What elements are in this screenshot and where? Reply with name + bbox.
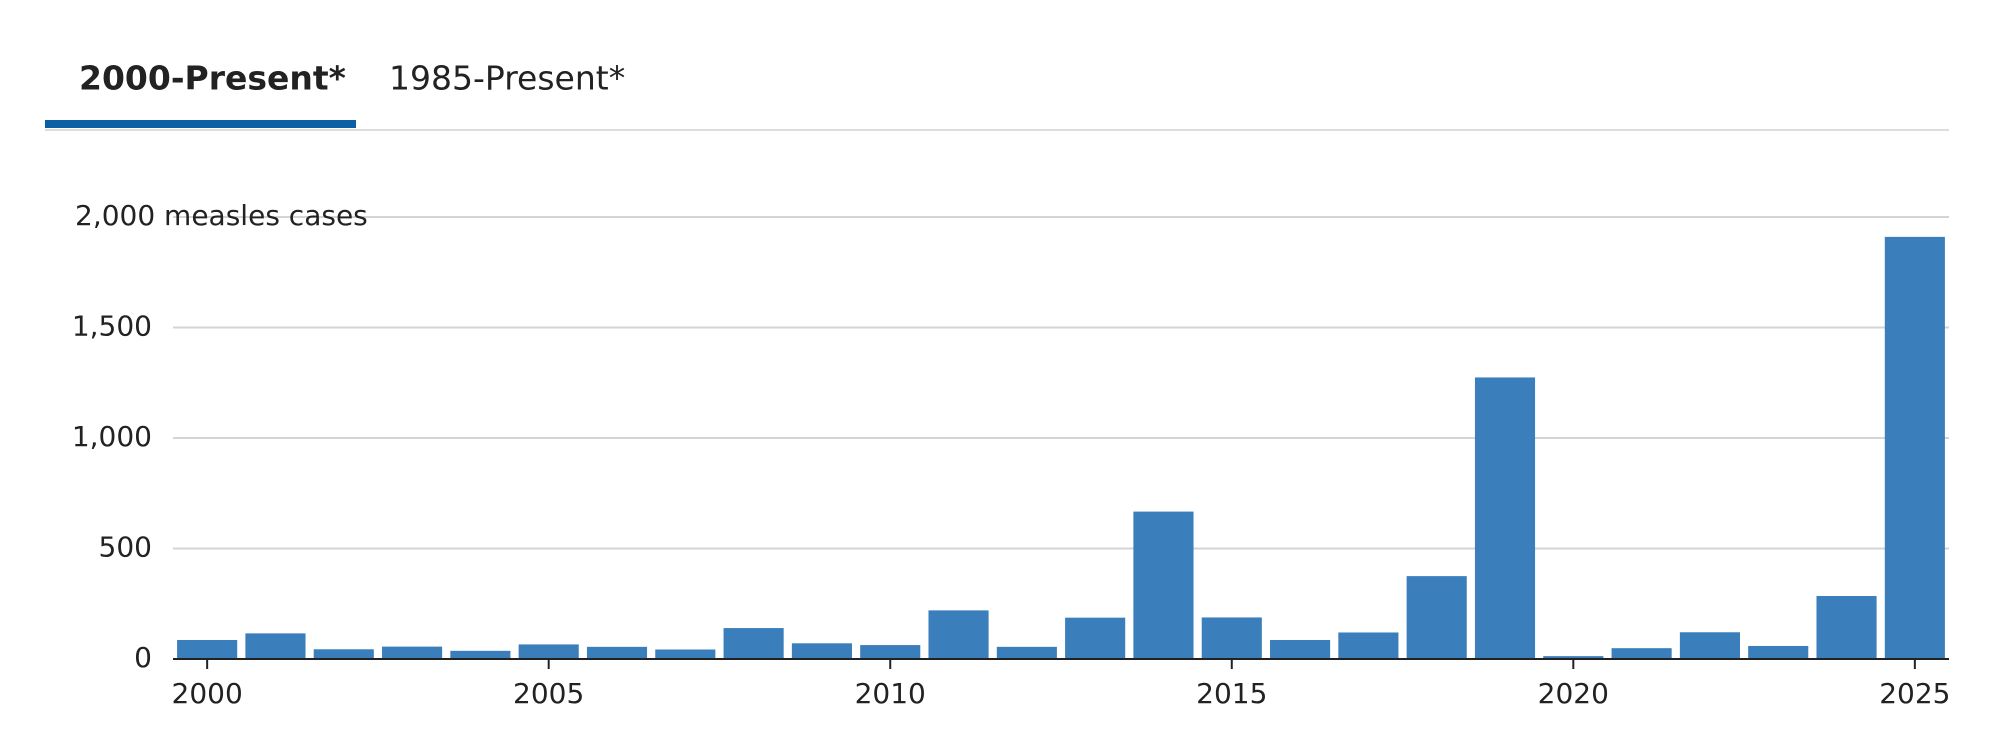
y-tick-label: 2,000 measles cases — [75, 199, 368, 232]
bar — [586, 646, 648, 659]
y-tick-label: 1,500 — [72, 310, 152, 343]
tab[interactable]: 1985-Present* — [389, 59, 625, 98]
tab-active[interactable]: 2000-Present* — [79, 59, 346, 98]
bar — [177, 639, 238, 659]
bar — [1543, 656, 1604, 659]
x-tick-label: 2025 — [1879, 677, 1950, 710]
bar — [860, 645, 921, 659]
bar — [655, 649, 716, 659]
bar — [1679, 632, 1740, 659]
bar — [1884, 236, 1945, 659]
bar — [1406, 576, 1467, 659]
bar — [518, 644, 579, 659]
bar — [723, 628, 784, 659]
bar — [450, 650, 511, 659]
bar — [1065, 617, 1126, 659]
bar — [245, 633, 306, 659]
y-tick-label: 500 — [99, 531, 152, 564]
bar — [1133, 511, 1194, 659]
x-tick-label: 2020 — [1538, 677, 1609, 710]
bar — [382, 646, 443, 659]
y-tick-label: 1,000 — [72, 420, 152, 453]
tab-underline — [45, 120, 356, 128]
x-tick-label: 2010 — [855, 677, 926, 710]
y-tick-label: 0 — [134, 641, 152, 674]
bar — [1474, 377, 1536, 659]
x-tick-label: 2015 — [1196, 677, 1267, 710]
bar — [1338, 632, 1399, 659]
bar — [996, 646, 1057, 659]
bar — [1201, 617, 1262, 659]
bar — [1270, 639, 1331, 659]
bar — [313, 649, 374, 659]
bar — [928, 610, 989, 659]
bar — [791, 643, 852, 659]
bar — [1611, 648, 1672, 659]
bar — [1748, 645, 1809, 659]
x-tick-label: 2000 — [172, 677, 243, 710]
bar — [1816, 596, 1877, 659]
x-tick-label: 2005 — [513, 677, 584, 710]
